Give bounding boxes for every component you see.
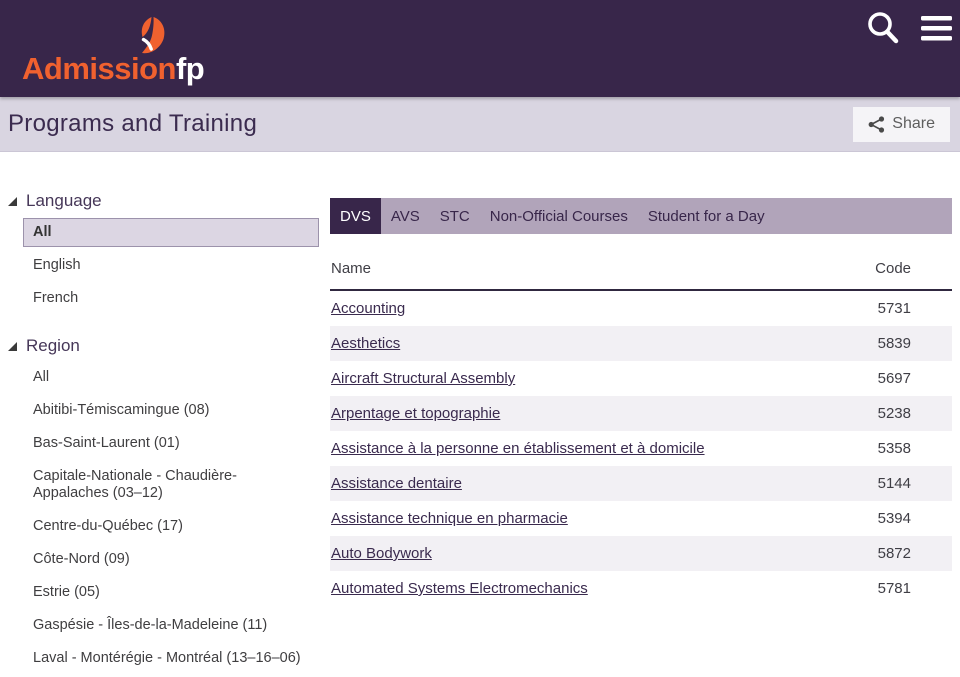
content-layout: Language All English French Region All A…: [0, 185, 960, 677]
main-panel: DVS AVS STC Non-Official Courses Student…: [330, 185, 952, 677]
program-code: 5839: [877, 335, 911, 352]
program-code: 5238: [877, 405, 911, 422]
language-section-header[interactable]: Language: [8, 191, 319, 211]
region-section-header[interactable]: Region: [8, 336, 319, 356]
region-filter-list: All Abitibi-Témiscamingue (08) Bas-Saint…: [8, 363, 319, 673]
program-link[interactable]: Assistance à la personne en établissemen…: [331, 440, 705, 457]
tab-non-official-courses[interactable]: Non-Official Courses: [489, 207, 628, 225]
program-type-tabs: DVS AVS STC Non-Official Courses Student…: [330, 198, 952, 234]
language-filter-list: All English French: [8, 218, 319, 313]
filter-item-region-all[interactable]: All: [33, 369, 50, 385]
header-actions: [865, 10, 952, 46]
program-link[interactable]: Aesthetics: [331, 335, 401, 352]
app-header: Admissionfp: [0, 0, 960, 97]
program-code: 5144: [877, 475, 911, 492]
program-link[interactable]: Automated Systems Electromechanics: [331, 580, 588, 597]
site-logo[interactable]: Admissionfp: [22, 16, 222, 84]
filter-item-region-estrie[interactable]: Estrie (05): [33, 584, 100, 600]
table-row: Assistance dentaire 5144: [330, 466, 952, 501]
program-link[interactable]: Assistance dentaire: [331, 475, 462, 492]
tab-dvs[interactable]: DVS: [330, 198, 381, 234]
hamburger-menu-icon[interactable]: [921, 13, 952, 43]
tab-avs[interactable]: AVS: [390, 207, 420, 225]
tab-student-for-a-day[interactable]: Student for a Day: [647, 207, 765, 225]
program-code: 5781: [877, 580, 911, 597]
table-row: Assistance à la personne en établissemen…: [330, 431, 952, 466]
program-link[interactable]: Aircraft Structural Assembly: [331, 370, 516, 387]
filter-sidebar: Language All English French Region All A…: [8, 185, 319, 677]
logo-fp: fp: [175, 51, 205, 86]
share-button[interactable]: Share: [853, 106, 950, 142]
table-row: Assistance technique en pharmacie 5394: [330, 501, 952, 536]
region-section-label: Region: [26, 336, 80, 355]
column-header-code[interactable]: Code: [862, 244, 952, 291]
filter-item-language-english[interactable]: English: [33, 257, 81, 273]
table-row: Aesthetics 5839: [330, 326, 952, 361]
table-row: Arpentage et topographie 5238: [330, 396, 952, 431]
filter-item-region-bas-saint-laurent[interactable]: Bas-Saint-Laurent (01): [33, 435, 180, 451]
search-icon[interactable]: [865, 10, 901, 46]
program-code: 5872: [877, 545, 911, 562]
tree-expand-icon: [8, 196, 17, 206]
program-link[interactable]: Assistance technique en pharmacie: [331, 510, 568, 527]
filter-item-language-all[interactable]: All: [23, 218, 319, 247]
filter-item-region-laval[interactable]: Laval - Montérégie - Montréal (13–16–06): [33, 650, 301, 666]
table-row: Automated Systems Electromechanics 5781: [330, 571, 952, 606]
page-title: Programs and Training: [8, 110, 258, 137]
filter-item-region-capitale-nationale[interactable]: Capitale-Nationale - Chaudière-Appalache…: [33, 468, 237, 501]
tree-expand-icon: [8, 341, 17, 351]
filter-item-region-gaspesie[interactable]: Gaspésie - Îles-de-la-Madeleine (11): [33, 617, 268, 633]
program-link[interactable]: Auto Bodywork: [331, 545, 432, 562]
program-code: 5697: [877, 370, 911, 387]
share-label: Share: [892, 115, 935, 132]
table-row: Auto Bodywork 5872: [330, 536, 952, 571]
program-link[interactable]: Accounting: [331, 300, 406, 317]
logo-text: Admissionfp: [22, 16, 222, 84]
tab-stc[interactable]: STC: [439, 207, 470, 225]
table-row: Accounting 5731: [330, 290, 952, 326]
filter-item-region-centre-du-quebec[interactable]: Centre-du-Québec (17): [33, 518, 183, 534]
fox-logo-icon: [141, 17, 165, 54]
program-code: 5358: [877, 440, 911, 457]
share-icon: [868, 115, 885, 133]
program-code: 5394: [877, 510, 911, 527]
program-code: 5731: [877, 300, 911, 317]
filter-item-region-cote-nord[interactable]: Côte-Nord (09): [33, 551, 130, 567]
filter-section-language: Language All English French: [8, 191, 319, 313]
language-section-label: Language: [26, 191, 102, 210]
logo-admission: Admission: [22, 51, 176, 86]
column-header-name[interactable]: Name: [330, 244, 862, 291]
filter-item-region-abitibi[interactable]: Abitibi-Témiscamingue (08): [33, 402, 210, 418]
filter-item-language-french[interactable]: French: [33, 290, 79, 306]
table-row: Aircraft Structural Assembly 5697: [330, 361, 952, 396]
table-header-row: Name Code: [330, 244, 952, 291]
filter-section-region: Region All Abitibi-Témiscamingue (08) Ba…: [8, 336, 319, 673]
program-link[interactable]: Arpentage et topographie: [331, 405, 501, 422]
programs-table: Name Code Accounting 5731 Aesthetics 583…: [330, 244, 952, 606]
title-bar: Programs and Training Share: [0, 97, 960, 152]
